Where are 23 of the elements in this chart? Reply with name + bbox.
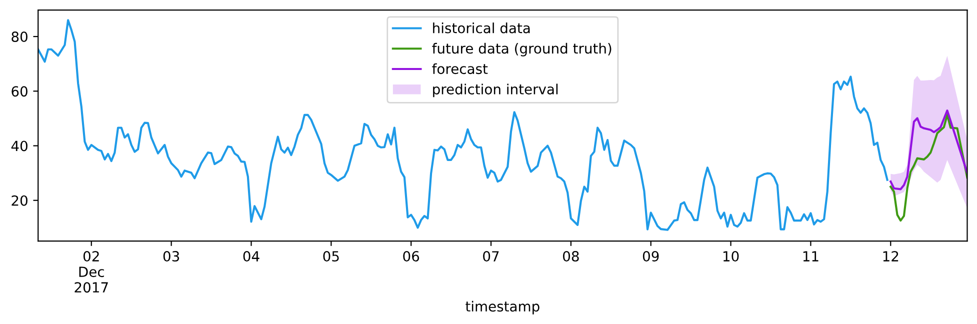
line-series: [38, 19, 888, 231]
x-tick-label: 08: [563, 251, 579, 262]
line-series: [890, 114, 968, 222]
x-tick-label: 11: [803, 251, 818, 262]
y-tick-label: 80: [12, 32, 28, 42]
legend-label: future data (ground truth): [432, 42, 612, 56]
x-tick-label: 07: [483, 251, 499, 262]
x-axis-title: timestamp: [466, 300, 540, 314]
y-tick-label: 40: [11, 140, 28, 152]
legend-label: forecast: [432, 63, 488, 74]
y-tick-label: 20: [12, 195, 28, 206]
x-tick-label: 04: [243, 251, 260, 262]
x-tick-label: 02 Dec 2017: [74, 251, 108, 293]
y-tick-label: 60: [12, 86, 28, 97]
x-tick-label: 03: [163, 251, 180, 262]
x-tick-label: 06: [403, 251, 420, 262]
x-tick-label: 10: [723, 251, 739, 262]
annotation: prediction interval: [433, 84, 558, 98]
x-tick-label: 09: [642, 251, 659, 262]
legend-label: historical data: [433, 22, 530, 34]
line-series: [890, 109, 968, 190]
x-tick-label: 05: [323, 251, 339, 262]
x-tick-label: 12: [883, 251, 898, 262]
